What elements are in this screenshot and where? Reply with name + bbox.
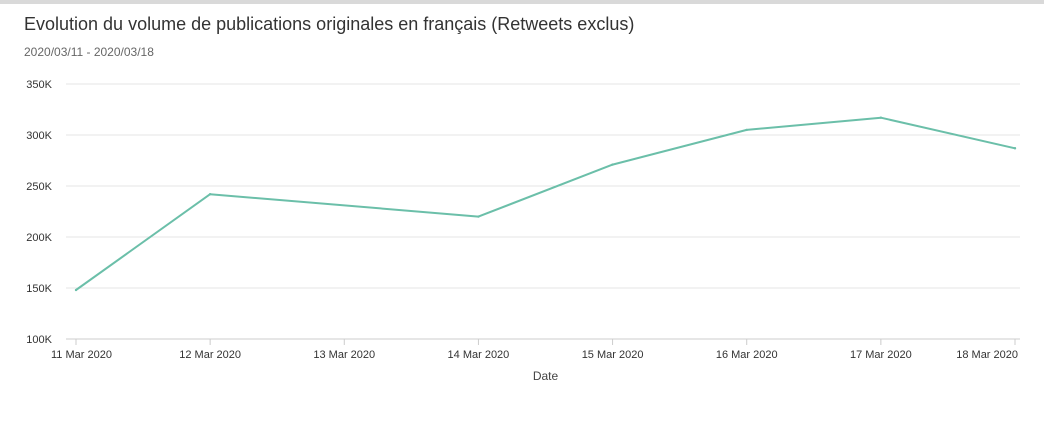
y-tick-label: 350K: [26, 79, 52, 91]
x-tick-label: 15 Mar 2020: [582, 349, 644, 361]
axes: [66, 338, 1020, 345]
tick-labels: 100K 150K 200K 250K 300K 350K 11 Mar 2020 12 Ma…: [26, 79, 1018, 383]
data-point[interactable]: [879, 116, 883, 119]
y-tick-label: 100K: [26, 334, 52, 346]
data-point[interactable]: [745, 128, 748, 132]
series-layer: [74, 116, 1017, 292]
data-point[interactable]: [477, 215, 480, 218]
data-point[interactable]: [611, 163, 614, 166]
x-tick-label: 11 Mar 2020: [51, 349, 112, 361]
x-tick-label: 17 Mar 2020: [850, 349, 912, 361]
x-tick-label: 14 Mar 2020: [448, 349, 510, 361]
data-point[interactable]: [208, 192, 212, 196]
x-tick-label: 16 Mar 2020: [716, 349, 778, 361]
top-rule: [0, 0, 1044, 4]
gridlines: [66, 83, 1020, 289]
y-tick-label: 150K: [26, 283, 52, 295]
chart-subtitle: 2020/03/11 - 2020/03/18: [24, 45, 154, 59]
y-tick-label: 300K: [26, 130, 52, 142]
data-point[interactable]: [74, 288, 78, 292]
x-tick-label: 12 Mar 2020: [179, 349, 241, 361]
data-point[interactable]: [1013, 147, 1017, 150]
x-axis-title: Date: [533, 369, 559, 383]
x-tick-label: 18 Mar 2020: [956, 349, 1018, 361]
series-line: [75, 116, 1016, 291]
x-tick-label: 13 Mar 2020: [313, 349, 375, 361]
y-tick-label: 200K: [26, 232, 52, 244]
y-tick-label: 250K: [26, 181, 52, 193]
chart-title: Evolution du volume de publications orig…: [24, 14, 635, 34]
